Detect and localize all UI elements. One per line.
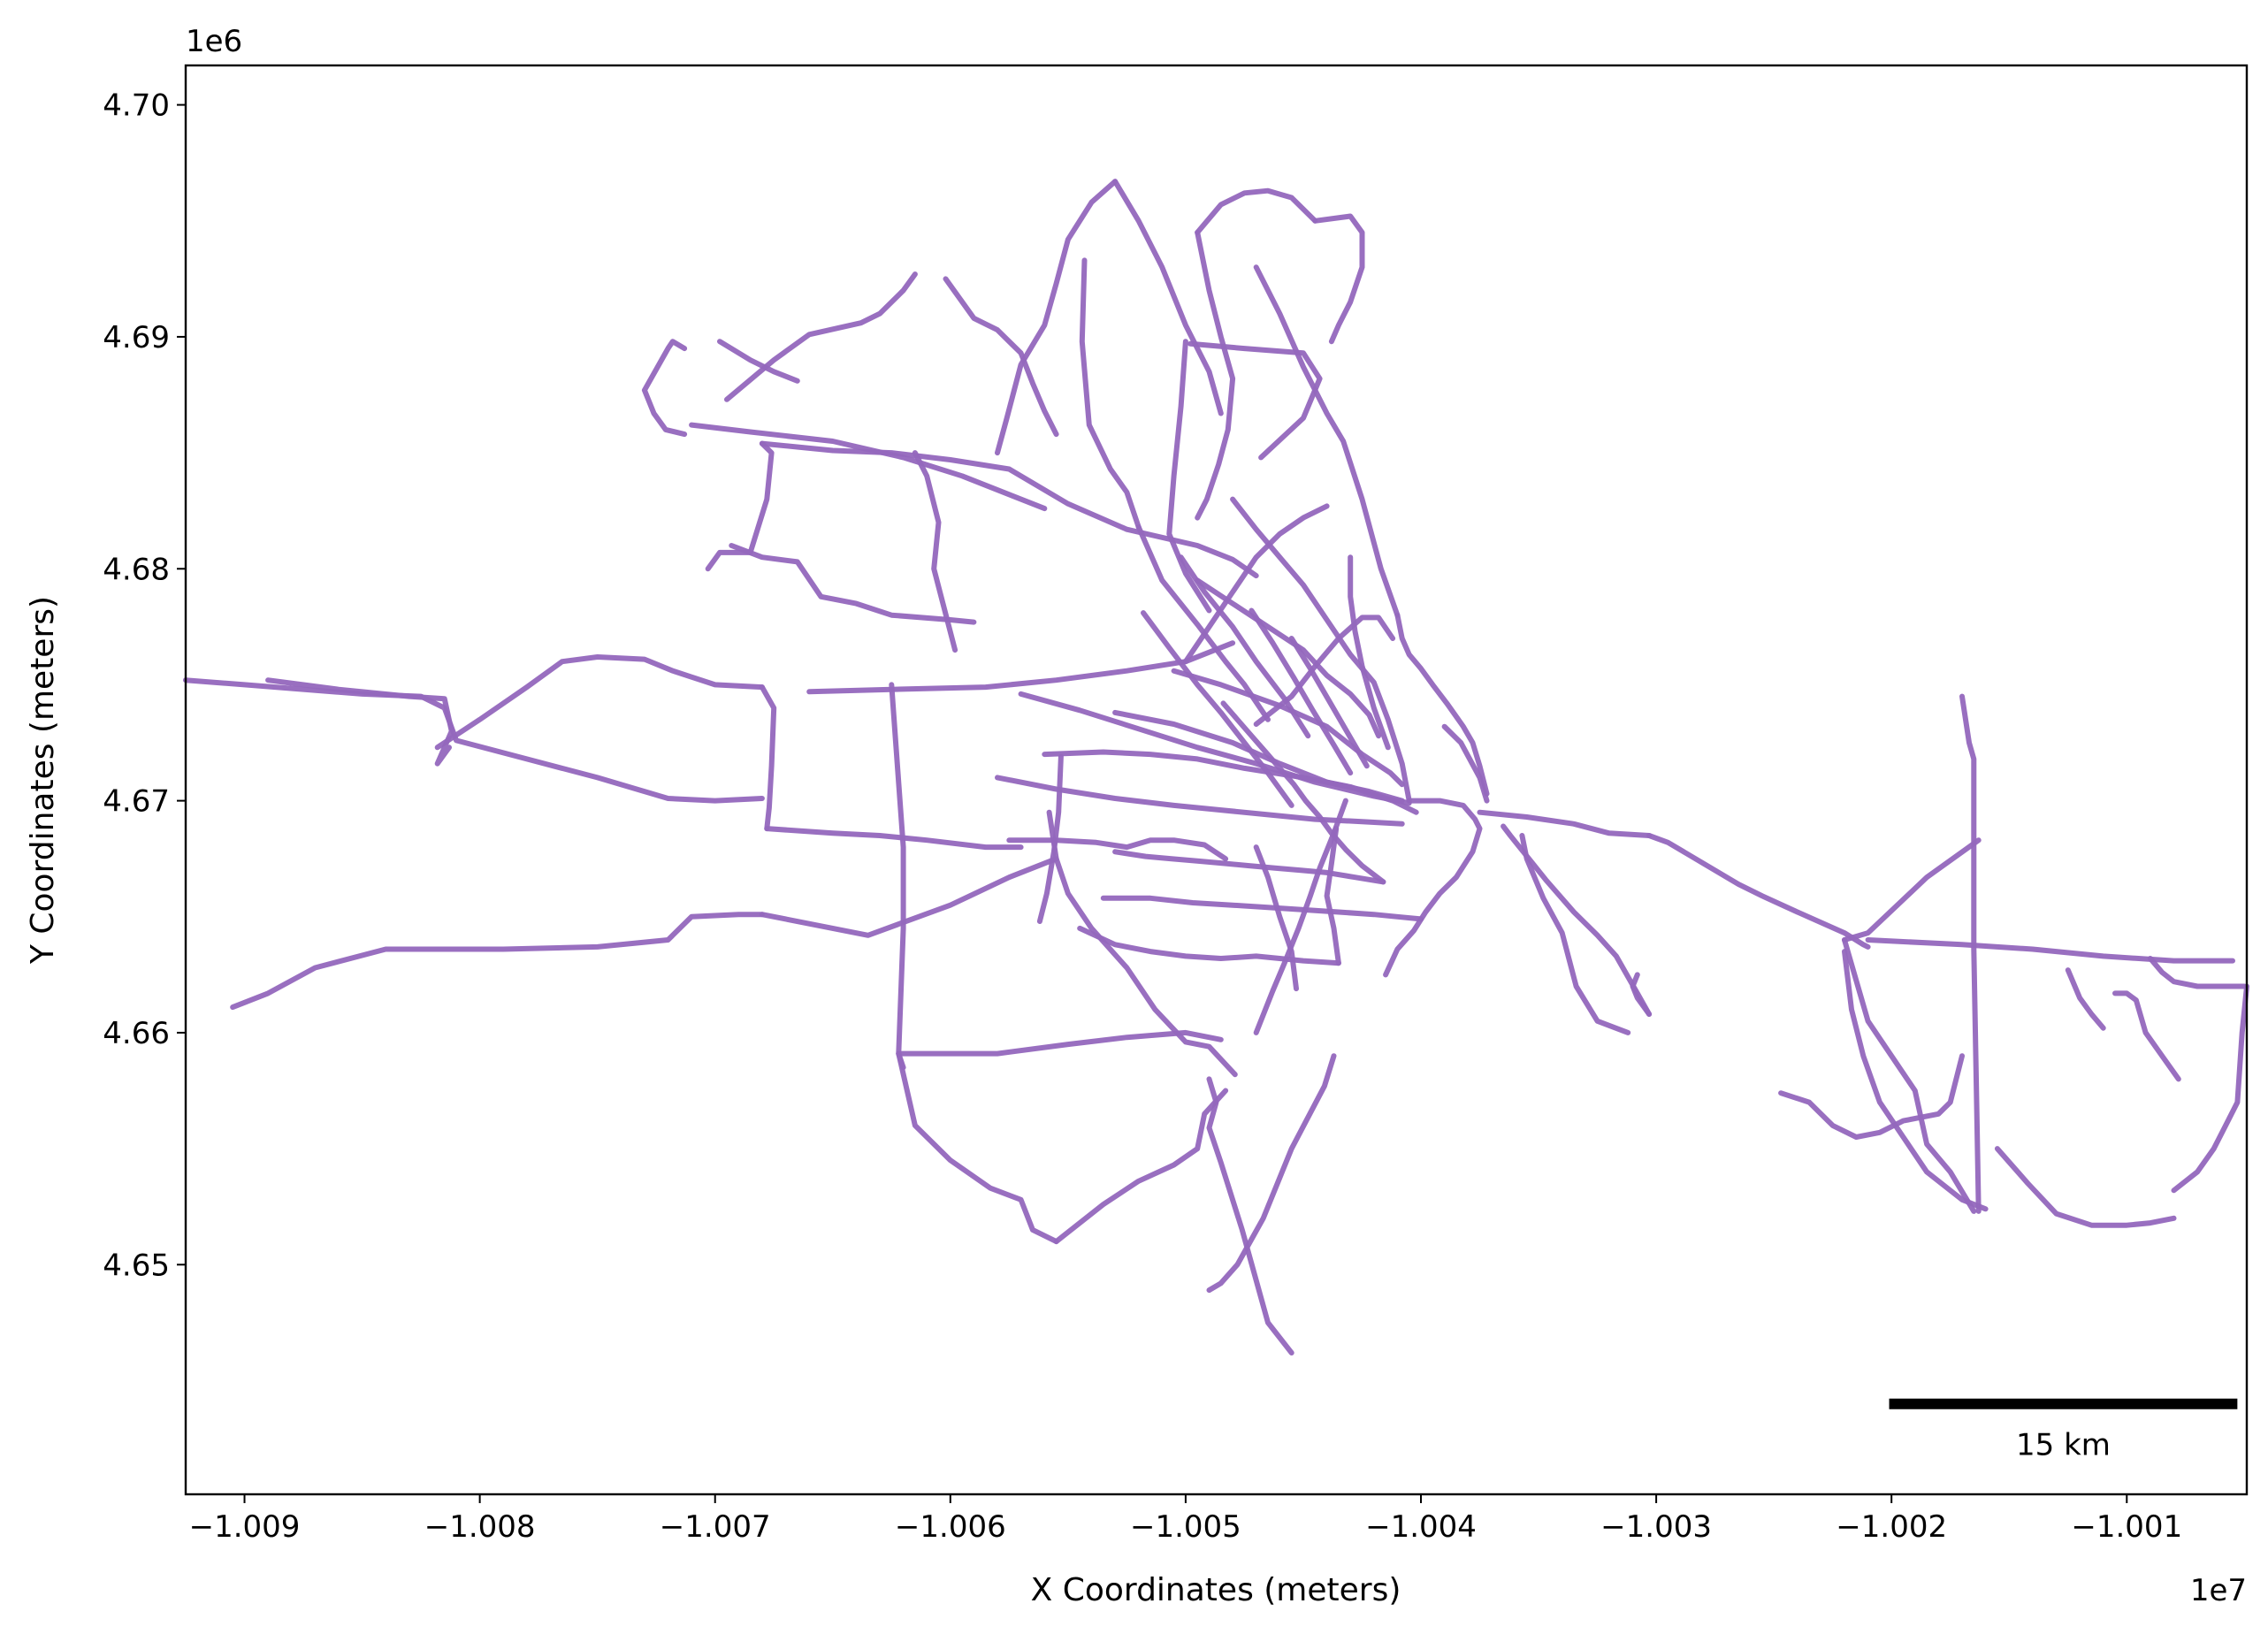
route-line-47 [764,826,1024,851]
route-line-66 [1865,937,2235,964]
route-line-13 [705,440,775,572]
route-line-18 [689,422,1048,512]
route-line-43 [1018,691,1412,806]
route-line-51 [1100,895,1424,922]
route-line-61 [1646,833,1871,950]
route-line-68 [1842,937,1977,1214]
route-line-4 [759,856,1059,938]
route-line-73 [2065,967,2106,1031]
route-line-56 [1253,798,1348,1035]
route-line-16 [717,339,800,384]
route-line-11 [1206,1053,1337,1294]
route-line-34 [1253,615,1396,727]
x-tick-label: −1.007 [660,1509,771,1545]
route-line-15 [912,450,958,653]
route-line-39 [1178,554,1311,739]
route-line-65 [1842,837,1982,943]
x-tick-label: −1.004 [1365,1509,1477,1545]
route-line-0 [183,677,765,804]
route-line-24 [1312,213,1365,345]
route-line-58 [1394,612,1490,797]
route-line-17 [641,339,688,438]
route-line-72 [2112,990,2181,1082]
route-line-6 [889,682,906,1071]
route-line-3 [230,912,765,1011]
y-tick-label: 4.65 [103,1248,170,1283]
y-tick-label: 4.68 [103,552,170,587]
x-tick-label: −1.009 [189,1509,301,1545]
route-line-30 [1135,524,1271,722]
plot-frame [184,64,2249,1496]
route-line-7 [896,1029,1224,1057]
route-line-1 [265,677,454,767]
x-axis-ticks: −1.009 −1.008 −1.007 −1.006 −1.005 −1.004 −1.0… [189,1494,2182,1545]
route-line-41 [1288,636,1370,769]
route-line-54 [1220,700,1386,885]
route-line-12 [759,440,1259,579]
route-line-59 [1383,798,1483,978]
route-line-9 [1053,1088,1229,1245]
route-line-50 [1077,925,1341,966]
route-line-70 [2171,983,2249,1194]
route-line-71 [2147,956,2248,989]
x-axis-label: X Coordinates (meters) [1031,1572,1401,1608]
route-line-74 [1842,949,1989,1212]
route-line-25 [1195,229,1236,521]
route-line-2 [434,654,765,751]
x-tick-label: −1.001 [2071,1509,2182,1545]
route-line-46 [759,684,777,832]
route-line-28 [1187,340,1323,461]
y-axis-label: Y Coordinates (meters) [25,596,61,965]
route-line-23 [1195,187,1318,235]
route-line-35 [1348,554,1391,751]
route-line-8 [896,1050,1059,1245]
x-tick-label: −1.006 [895,1509,1006,1545]
scale-bar: 15 km [1889,1398,2238,1463]
y-tick-label: 4.70 [103,88,170,124]
y-axis-multiplier: 1e6 [186,24,242,59]
route-line-49 [1046,809,1238,1078]
route-line-45 [1006,837,1229,862]
x-tick-label: −1.003 [1600,1509,1712,1545]
route-line-67 [1959,693,1982,1214]
route-line-19 [724,271,918,402]
y-tick-label: 4.67 [103,784,170,820]
route-line-36 [1171,668,1405,788]
x-tick-label: −1.008 [424,1509,536,1545]
x-axis-multiplier: 1e7 [2190,1573,2247,1608]
route-line-20 [943,276,1059,438]
route-line-44 [995,775,1405,827]
route-line-10 [1206,1076,1294,1355]
route-line-55 [1253,844,1299,992]
y-tick-label: 4.66 [103,1016,170,1051]
y-tick-label: 4.69 [103,320,170,355]
route-line-52 [1112,849,1386,885]
route-lines [183,179,2249,1355]
route-line-53 [1324,826,1341,966]
scale-bar-label: 15 km [2016,1428,2111,1463]
route-line-14 [729,543,977,625]
route-line-60 [1477,809,1653,838]
route-line-75 [1778,1053,1965,1140]
route-line-22 [1112,179,1224,416]
route-line-40 [1249,607,1354,776]
y-axis-ticks: 4.65 4.66 4.67 4.68 4.69 4.70 [103,88,186,1283]
route-line-26 [1253,264,1401,618]
route-line-42 [1042,749,1419,815]
route-line-63 [1630,972,1653,1017]
route-line-31 [1182,503,1330,665]
route-line-27 [1166,339,1212,614]
x-tick-label: −1.002 [1836,1509,1947,1545]
route-line-64 [1519,833,1631,1035]
route-line-69 [1994,1146,2177,1228]
route-line-21 [995,179,1119,456]
route-line-29 [1079,257,1142,531]
x-tick-label: −1.005 [1130,1509,1241,1545]
